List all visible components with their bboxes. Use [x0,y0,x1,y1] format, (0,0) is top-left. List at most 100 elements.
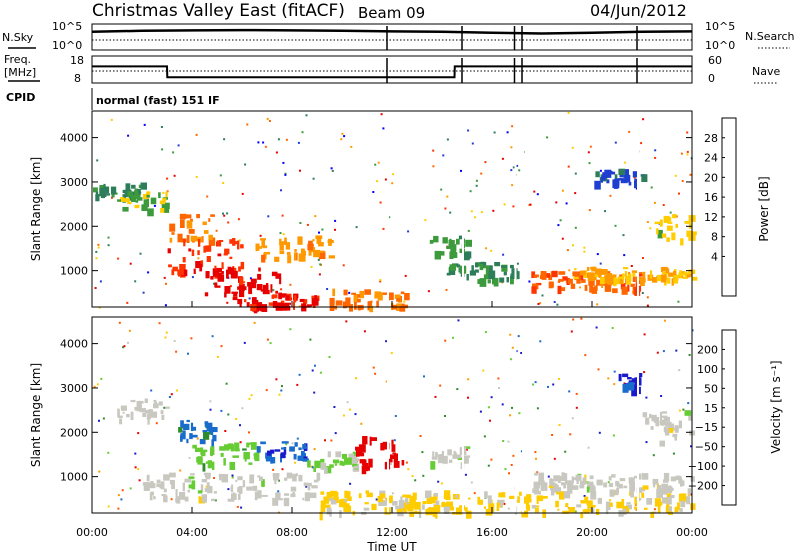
heatmap-cell [200,484,204,493]
heatmap-cell [661,233,667,238]
heatmap-cell [435,452,438,458]
noise-cell [164,336,167,339]
noise-cell [480,211,483,214]
heatmap-cell [684,221,691,224]
heatmap-cell [564,473,568,481]
heatmap-cell [103,186,110,194]
heatmap-cell [341,453,347,459]
heatmap-cell [184,478,191,483]
heatmap-cell [588,276,595,286]
heatmap-cell [669,485,672,489]
heatmap-cell [642,485,649,490]
x-tick-label: 00:00 [76,526,108,539]
heatmap-cell [202,430,208,433]
heatmap-cell [564,480,572,485]
heatmap-cell [378,500,386,506]
heatmap-cell [272,473,280,477]
heatmap-cell [270,458,273,464]
heatmap-cell [212,434,217,442]
noise-cell [574,226,577,229]
nsky-panel [91,23,693,51]
heatmap-cell [531,271,536,278]
noise-cell [607,377,610,380]
heatmap-cell [147,418,150,425]
heatmap-cell [354,301,357,310]
heatmap-cell [446,246,450,249]
heatmap-cell [679,508,683,512]
heatmap-cell [415,503,418,508]
heatmap-cell [586,500,593,506]
noise-cell [567,165,570,168]
heatmap-cell [227,498,235,502]
noise-cell [227,488,230,491]
heatmap-cell [619,504,624,507]
noise-cell [613,383,616,386]
heatmap-cell [430,461,436,470]
noise-cell [107,244,110,247]
heatmap-cell [594,274,599,277]
noise-cell [501,157,504,160]
heatmap-cell [156,479,161,484]
heatmap-cell [519,491,522,496]
heatmap-cell [188,476,195,480]
power-y-axis: 4000 3000 2000 1000 [60,132,692,278]
heatmap-cell [99,187,105,197]
noise-cell [153,204,156,207]
heatmap-cell [603,482,608,488]
heatmap-cell [186,419,190,423]
noise-cell [350,145,353,148]
heatmap-cell [136,403,142,412]
heatmap-cell [591,486,596,495]
heatmap-cell [131,184,136,189]
noise-cell [285,443,288,446]
colorbar-frame [721,329,737,506]
heatmap-cell [223,448,230,451]
heatmap-cell [161,494,167,497]
heatmap-cell [641,174,648,182]
data-gap [462,317,464,513]
heatmap-cell [206,256,211,262]
heatmap-cell [240,261,245,270]
heatmap-cell [255,302,263,311]
noise-cell [277,490,280,493]
noise-cell [95,250,98,253]
heatmap-cell [620,283,626,290]
heatmap-cell [651,277,658,283]
heatmap-cell [326,507,332,515]
heatmap-cell [130,193,137,202]
heatmap-cell [207,460,212,469]
heatmap-cell [254,491,258,501]
heatmap-cell [675,475,681,481]
heatmap-cell [638,285,642,292]
noise-cell [215,229,218,232]
heatmap-cell [615,480,619,487]
heatmap-cell [180,433,185,439]
heatmap-cell [234,442,240,451]
heatmap-cell [686,496,691,505]
heatmap-cell [526,494,532,503]
heatmap-cell [674,506,679,513]
heatmap-cell [364,502,369,505]
noise-cell [219,174,222,177]
noise-cell [341,132,344,135]
noise-cell [662,204,665,206]
heatmap-cell [434,505,441,513]
heatmap-cell [151,411,158,418]
noise-cell [165,282,167,285]
heatmap-cell [567,482,571,489]
heatmap-cell [153,496,156,500]
noise-cell [467,396,469,399]
noise-cell [566,249,569,252]
colorbar-tick-label: 8 [711,231,718,244]
noise-cell [539,340,542,343]
heatmap-cell [250,304,257,312]
noise-cell [634,504,637,506]
heatmap-cell [208,234,213,241]
heatmap-cell [579,480,584,486]
heatmap-cell [665,506,672,514]
heatmap-cell [639,373,643,378]
heatmap-cell [146,474,150,482]
data-gap [514,317,517,513]
noise-cell [195,133,198,136]
noise-cell [306,223,309,226]
